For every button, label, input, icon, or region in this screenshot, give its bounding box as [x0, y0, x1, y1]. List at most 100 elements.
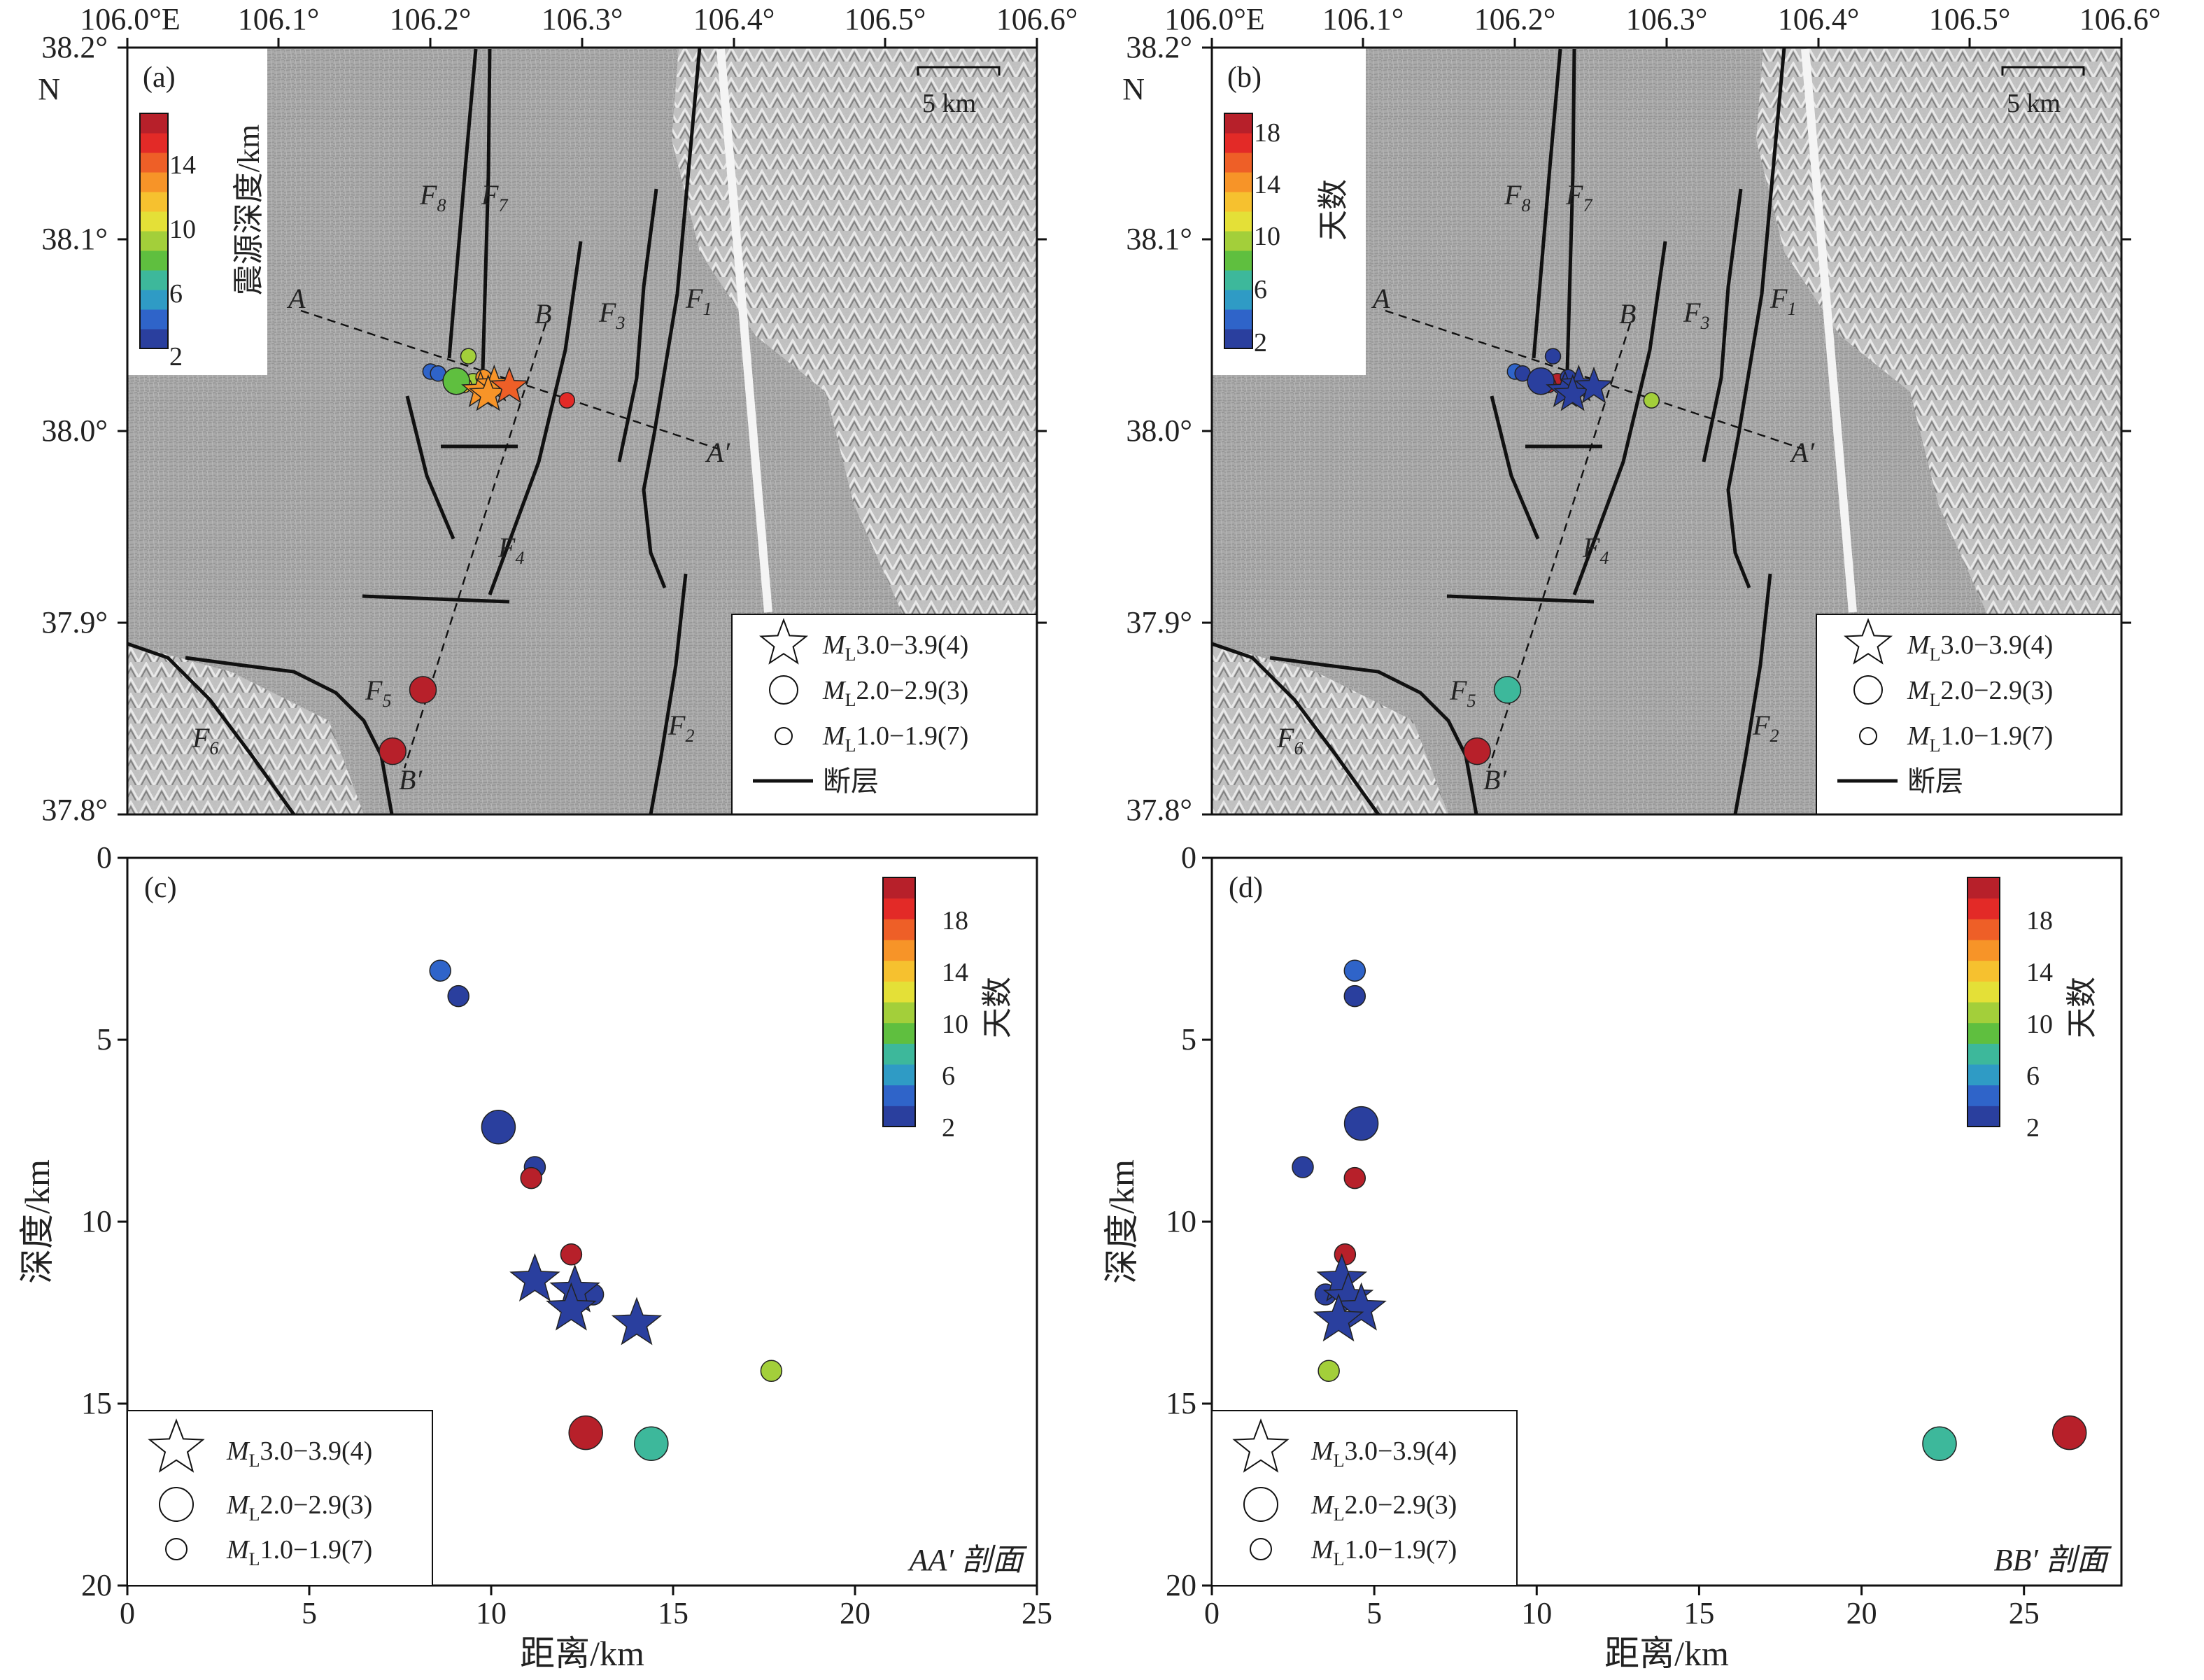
legend-c: ML3.0−3.9(4) ML2.0−2.9(3) ML1.0−1.9(7) [127, 1410, 433, 1586]
x-tick-label: 15 [658, 1596, 688, 1630]
colorbar-title: 天数 [1316, 179, 1350, 241]
colorbar-tick-2: 2 [1254, 328, 1267, 358]
event-circle [520, 1166, 542, 1190]
axes-c: 0 5 10 15 20 25 0 5 10 15 20 [81, 840, 1052, 1630]
colorbar-segment [140, 290, 168, 310]
legend-d: ML3.0−3.9(4) ML2.0−2.9(3) ML1.0−1.9(7) [1211, 1410, 1518, 1586]
legend-circle-large [1853, 675, 1883, 705]
colorbar-segment [1968, 1085, 2000, 1106]
colorbar-segment [883, 1064, 915, 1086]
legend-star [1843, 618, 1893, 665]
colorbar-segment [883, 1043, 915, 1065]
colorbar-segment [1224, 113, 1252, 134]
panel-tag-c: (c) [144, 872, 177, 904]
fault-label-f6: F6 [192, 722, 218, 758]
lon-label: 106.4° [693, 2, 775, 36]
lon-label: 106.6° [2079, 2, 2161, 36]
colorbar-tick-10: 10 [942, 1010, 968, 1039]
profile-bb [1488, 323, 1632, 769]
event-circle [460, 348, 477, 365]
event-circle [1922, 1426, 1957, 1461]
x-tick-label: 0 [120, 1596, 135, 1630]
y-tick-label: 0 [97, 840, 112, 875]
colorbar-title: 天数 [980, 977, 1015, 1038]
lat-suffix: N [1122, 72, 1145, 106]
lat-label: 37.8° [1126, 793, 1192, 827]
colorbar-segment [1968, 1002, 2000, 1024]
y-tick-label: 0 [1181, 840, 1196, 875]
colorbar-segment [140, 113, 168, 134]
colorbar-segment [1968, 898, 2000, 919]
x-tick-label: 10 [476, 1596, 507, 1630]
x-axis-label: 距离/km [520, 1634, 644, 1673]
colorbar-frame [1967, 877, 2000, 1127]
y-tick-label: 10 [1166, 1204, 1196, 1238]
colorbar-tick-14: 14 [1254, 170, 1280, 199]
colorbar-segment [883, 1085, 915, 1106]
legend-star [148, 1418, 205, 1473]
y-axis-label: 深度/km [17, 1159, 57, 1284]
map-axis-ticks-a [118, 38, 1047, 816]
y-tick-label: 15 [81, 1386, 112, 1420]
colorbar-segment [1968, 1043, 2000, 1065]
legend-label-large: ML2.0−2.9(3) [1311, 1490, 1457, 1525]
colorbar-segment [140, 329, 168, 349]
event-circle [1334, 1243, 1357, 1266]
colorbar-b: 2 6 10 14 18 天数 [1224, 113, 1350, 358]
panel-c-section: (c) 2 6 10 14 18 天数 ML3.0−3.9(4) ML2.0−2… [17, 840, 1052, 1673]
colorbar-segment [883, 1022, 915, 1044]
road [1801, 48, 1857, 613]
colorbar-segment [1968, 1064, 2000, 1086]
panel-tag-a: (a) [143, 62, 176, 94]
colorbar-segment [1968, 1106, 2000, 1127]
profile-bb [403, 323, 547, 769]
event-star [1313, 1293, 1364, 1342]
lon-label: 106.5° [845, 2, 926, 36]
colorbar-segment [140, 153, 168, 173]
event-circle [379, 737, 407, 765]
profile-aa [300, 309, 720, 451]
scalebar: 5 km [917, 66, 1001, 118]
faults [127, 47, 702, 816]
panel-a-map: F8 F7 F3 F1 F4 F5 F6 F2 A A′ B B′ 5 km 2… [38, 2, 1078, 827]
colorbar-segment [140, 250, 168, 271]
colorbar-frame [139, 113, 169, 349]
colorbar-tick-2: 2 [169, 342, 183, 372]
colorbar-segment [140, 231, 168, 251]
mountain-terrain-sw [1212, 644, 1448, 814]
scalebar-label: 5 km [922, 89, 976, 118]
x-tick-label: 15 [1683, 1596, 1714, 1630]
lat-label: 37.9° [1126, 605, 1192, 640]
x-tick-label: 20 [840, 1596, 870, 1630]
fault-label-f4: F4 [497, 532, 524, 568]
faults [1211, 47, 1786, 816]
colorbar-segment [1968, 877, 2000, 899]
event-star [611, 1297, 663, 1346]
event-star [509, 1253, 560, 1302]
event-circle [1544, 348, 1562, 365]
profile-label-a: A [1371, 283, 1390, 314]
colorbar-tick-2: 2 [2026, 1113, 2040, 1143]
legend-a: ML3.0−3.9(4) ML2.0−2.9(3) ML1.0−1.9(7) 断… [731, 614, 1038, 815]
colorbar-segment [140, 211, 168, 232]
colorbar-segment [1224, 172, 1252, 192]
fault-label-f8: F8 [1504, 179, 1530, 216]
colorbar-tick-2: 2 [942, 1113, 955, 1143]
fault-label-f7: F7 [481, 179, 508, 216]
x-tick-label: 25 [1022, 1596, 1052, 1630]
colorbar-tick-10: 10 [1254, 222, 1280, 251]
lon-label: 106.5° [1929, 2, 2011, 36]
colorbar-segment [1968, 940, 2000, 961]
legend-label-small: ML1.0−1.9(7) [1311, 1535, 1457, 1569]
colorbar-segment [883, 877, 915, 899]
events-a [379, 348, 576, 765]
profile-label-b-end: B′ [399, 764, 423, 796]
lon-label: 106.4° [1778, 2, 1860, 36]
event-circle [1343, 959, 1366, 982]
colorbar-segment [883, 1106, 915, 1127]
map-lat-labels-a: 38.2° N 38.1° 38.0° 37.9° 37.8° [38, 30, 108, 827]
event-star [546, 1282, 597, 1331]
map-lat-labels-b: 38.2° N 38.1° 38.0° 37.9° 37.8° [1122, 30, 1192, 827]
event-circle [1527, 367, 1555, 395]
